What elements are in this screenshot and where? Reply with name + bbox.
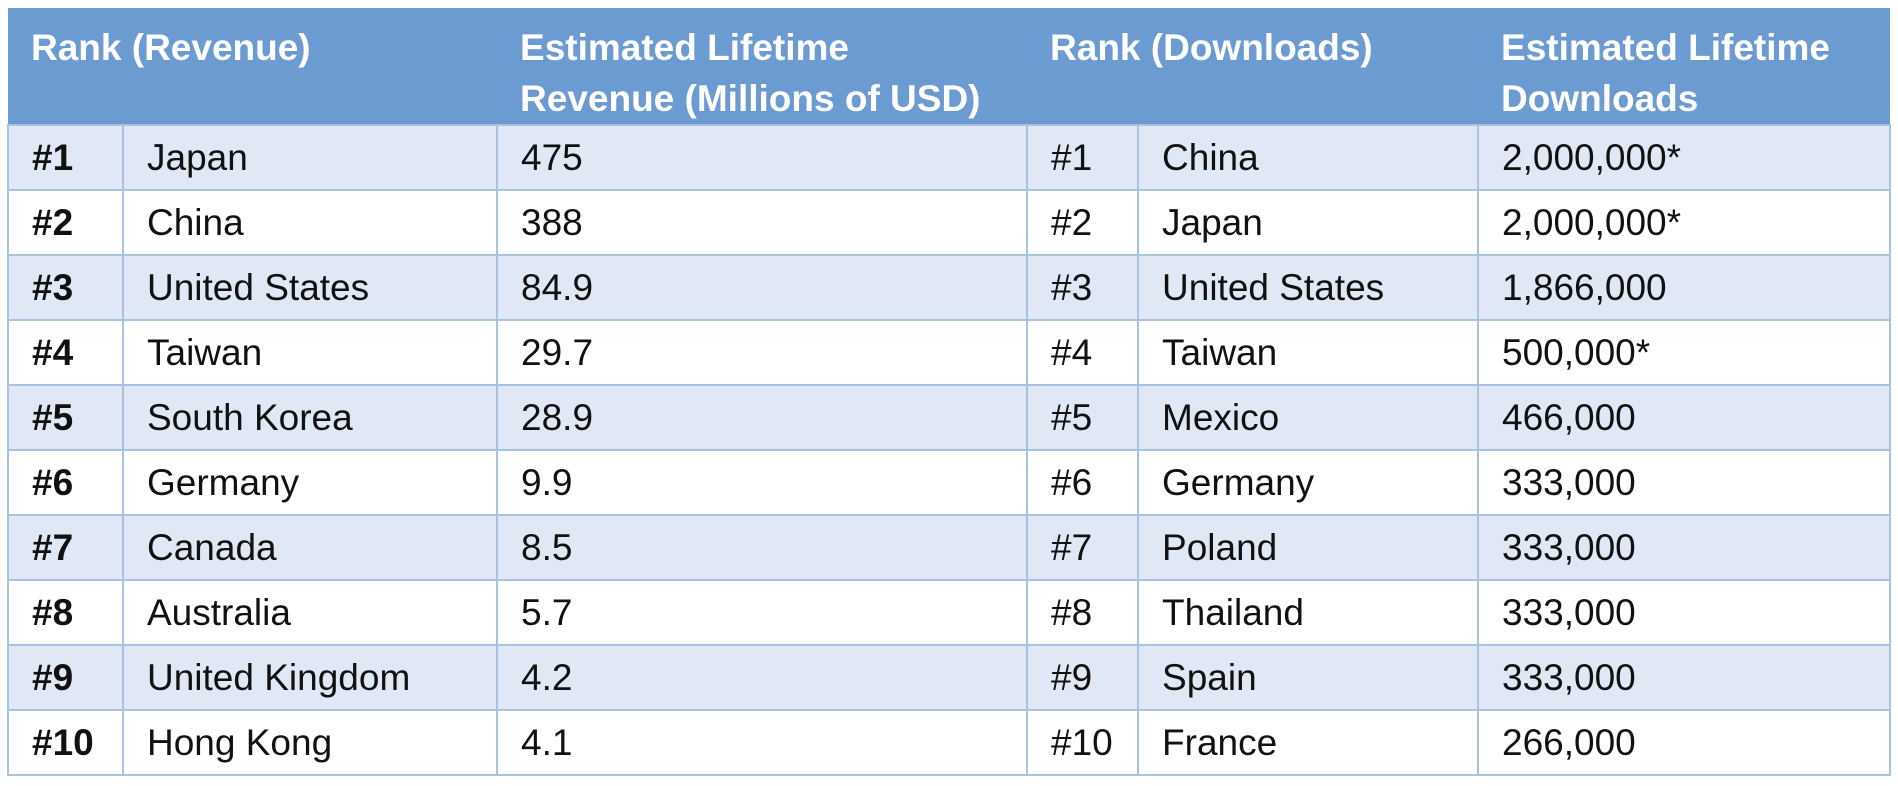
downloads-rank-cell: #1 — [1026, 124, 1139, 190]
revenue-rank-cell: #4 — [7, 319, 123, 385]
downloads-value-cell: 266,000 — [1477, 709, 1892, 776]
table-header: Rank (Revenue) Estimated Lifetime Revenu… — [8, 8, 1891, 125]
revenue-value-cell: 4.2 — [496, 644, 1028, 710]
revenue-value-cell: 9.9 — [496, 449, 1028, 515]
table-row: #7 Canada 8.5 #7 Poland 333,000 — [7, 514, 1892, 580]
revenue-value-cell: 5.7 — [496, 579, 1028, 645]
table-row: #1 Japan 475 #1 China 2,000,000* — [7, 124, 1892, 190]
downloads-country-cell: Mexico — [1137, 384, 1479, 450]
table-row: #3 United States 84.9 #3 United States 1,866,… — [7, 254, 1892, 320]
revenue-country-cell: China — [121, 189, 498, 255]
ranking-table: Rank (Revenue) Estimated Lifetime Revenu… — [7, 8, 1892, 776]
downloads-rank-cell: #3 — [1026, 254, 1139, 320]
downloads-country-cell: Poland — [1137, 514, 1479, 580]
downloads-country-cell: Japan — [1137, 189, 1479, 255]
revenue-rank-cell: #1 — [7, 124, 123, 190]
downloads-country-cell: Thailand — [1137, 579, 1479, 645]
table-row: #5 South Korea 28.9 #5 Mexico 466,000 — [7, 384, 1892, 450]
downloads-rank-cell: #4 — [1026, 319, 1139, 385]
downloads-value-cell: 466,000 — [1477, 384, 1892, 450]
downloads-rank-cell: #10 — [1026, 709, 1139, 776]
downloads-country-cell: Germany — [1137, 449, 1479, 515]
downloads-country-cell: United States — [1137, 254, 1479, 320]
table-row: #2 China 388 #2 Japan 2,000,000* — [7, 189, 1892, 255]
downloads-value-cell: 333,000 — [1477, 514, 1892, 580]
downloads-value-cell: 500,000* — [1477, 319, 1892, 385]
table-row: #10 Hong Kong 4.1 #10 France 266,000 — [7, 709, 1892, 776]
table-row: #9 United Kingdom 4.2 #9 Spain 333,000 — [7, 644, 1892, 710]
revenue-country-cell: Germany — [121, 449, 498, 515]
table-row: #4 Taiwan 29.7 #4 Taiwan 500,000* — [7, 319, 1892, 385]
revenue-value-cell: 8.5 — [496, 514, 1028, 580]
table-row: #6 Germany 9.9 #6 Germany 333,000 — [7, 449, 1892, 515]
revenue-rank-cell: #6 — [7, 449, 123, 515]
downloads-value-cell: 1,866,000 — [1477, 254, 1892, 320]
revenue-country-cell: Australia — [121, 579, 498, 645]
revenue-country-cell: United Kingdom — [121, 644, 498, 710]
downloads-value-cell: 333,000 — [1477, 449, 1892, 515]
downloads-rank-cell: #7 — [1026, 514, 1139, 580]
header-rank-revenue: Rank (Revenue) — [8, 8, 498, 125]
table-body: #1 Japan 475 #1 China 2,000,000* #2 China 388 #2 J… — [7, 124, 1892, 776]
downloads-rank-cell: #6 — [1026, 449, 1139, 515]
downloads-rank-cell: #5 — [1026, 384, 1139, 450]
revenue-country-cell: Taiwan — [121, 319, 498, 385]
revenue-country-cell: South Korea — [121, 384, 498, 450]
revenue-rank-cell: #3 — [7, 254, 123, 320]
downloads-rank-cell: #9 — [1026, 644, 1139, 710]
downloads-value-cell: 333,000 — [1477, 579, 1892, 645]
header-lifetime-revenue: Estimated Lifetime Revenue (Millions of … — [497, 8, 1028, 125]
revenue-country-cell: Hong Kong — [121, 709, 498, 776]
revenue-value-cell: 84.9 — [496, 254, 1028, 320]
revenue-value-cell: 29.7 — [496, 319, 1028, 385]
header-row: Rank (Revenue) Estimated Lifetime Revenu… — [8, 8, 1891, 125]
revenue-rank-cell: #7 — [7, 514, 123, 580]
downloads-country-cell: France — [1137, 709, 1479, 776]
header-lifetime-downloads: Estimated Lifetime Downloads — [1478, 8, 1891, 125]
revenue-value-cell: 388 — [496, 189, 1028, 255]
downloads-rank-cell: #2 — [1026, 189, 1139, 255]
downloads-value-cell: 2,000,000* — [1477, 189, 1892, 255]
revenue-rank-cell: #10 — [7, 709, 123, 776]
downloads-country-cell: China — [1137, 124, 1479, 190]
downloads-value-cell: 2,000,000* — [1477, 124, 1892, 190]
revenue-value-cell: 4.1 — [496, 709, 1028, 776]
revenue-country-cell: United States — [121, 254, 498, 320]
downloads-rank-cell: #8 — [1026, 579, 1139, 645]
downloads-country-cell: Spain — [1137, 644, 1479, 710]
downloads-country-cell: Taiwan — [1137, 319, 1479, 385]
revenue-rank-cell: #5 — [7, 384, 123, 450]
downloads-value-cell: 333,000 — [1477, 644, 1892, 710]
header-rank-downloads: Rank (Downloads) — [1027, 8, 1479, 125]
revenue-country-cell: Canada — [121, 514, 498, 580]
revenue-rank-cell: #8 — [7, 579, 123, 645]
revenue-value-cell: 475 — [496, 124, 1028, 190]
revenue-rank-cell: #2 — [7, 189, 123, 255]
revenue-rank-cell: #9 — [7, 644, 123, 710]
revenue-value-cell: 28.9 — [496, 384, 1028, 450]
revenue-country-cell: Japan — [121, 124, 498, 190]
table-row: #8 Australia 5.7 #8 Thailand 333,000 — [7, 579, 1892, 645]
